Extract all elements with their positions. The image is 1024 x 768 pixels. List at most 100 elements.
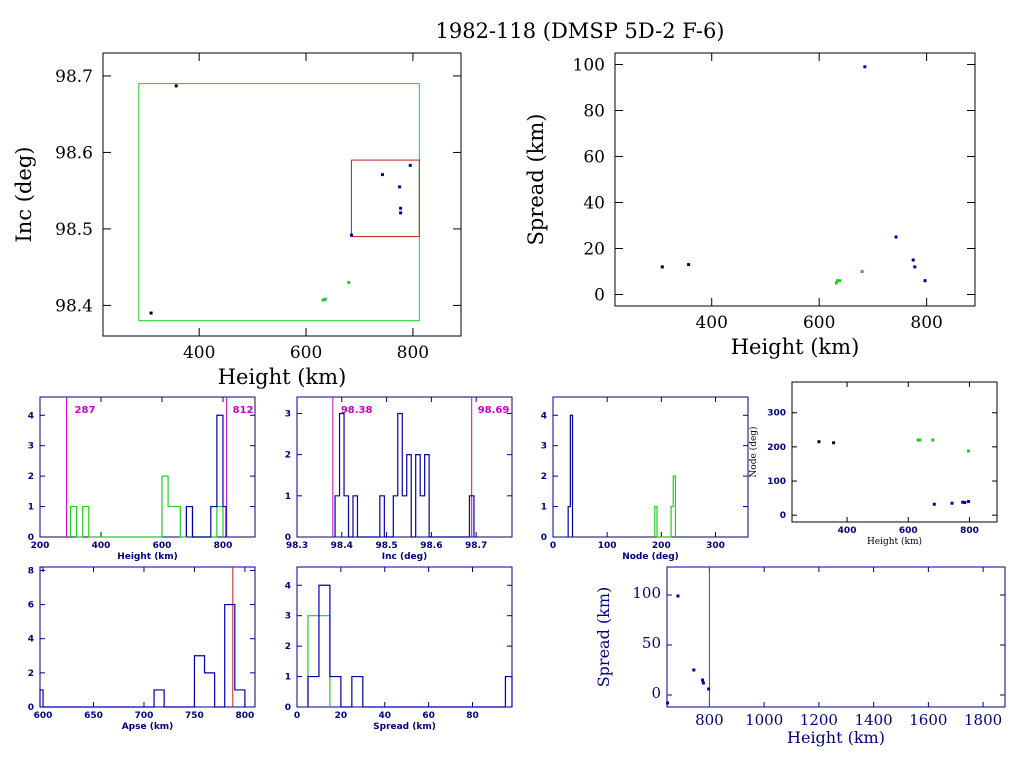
y-axis-label: Spread (km) (594, 587, 613, 688)
x-tick-label: 1000 (745, 711, 783, 729)
x-tick-label: 98.6 (420, 541, 442, 551)
y-tick-label: 4 (28, 635, 34, 645)
red-box (350, 159, 420, 238)
x-tick-label: 600 (899, 526, 918, 536)
plot-frame (39, 566, 256, 708)
y-tick-label: 200 (767, 443, 786, 453)
blue-histogram (39, 603, 246, 708)
y-tick-label: 80 (583, 102, 605, 122)
data-point (701, 681, 705, 685)
y-tick-label: 60 (583, 148, 605, 168)
x-tick-label: 800 (695, 711, 724, 729)
data-point (399, 206, 403, 210)
data-point (349, 233, 353, 237)
x-tick-label: 800 (214, 541, 233, 551)
x-tick-label: 20 (335, 711, 348, 721)
y-tick-label: 0 (285, 703, 291, 713)
y-tick-label: 3 (285, 409, 291, 419)
y-tick-label: 4 (541, 411, 547, 421)
x-tick-label: 98.5 (375, 541, 397, 551)
blue-histogram (567, 414, 574, 537)
x-tick-label: 800 (397, 343, 429, 363)
x-tick-label: 98.4 (331, 541, 353, 551)
plot-frame (791, 381, 998, 523)
y-tick-label: 0 (780, 511, 786, 521)
x-tick-label: 60 (422, 711, 435, 721)
x-tick-label: 600 (34, 711, 53, 721)
y-axis-label: Inc (deg) (12, 147, 36, 243)
vline-label: 98.38 (341, 405, 373, 416)
y-tick-label: 3 (28, 442, 34, 452)
data-point (408, 163, 412, 167)
y-tick-label: 1 (285, 492, 291, 502)
x-axis-label: Height (km) (867, 536, 922, 547)
x-tick-label: 700 (135, 711, 154, 721)
x-tick-label: 800 (910, 313, 942, 333)
y-tick-label: 1 (285, 673, 291, 683)
plot-frame (296, 566, 513, 708)
x-tick-label: 1400 (855, 711, 893, 729)
y-tick-label: 3 (541, 442, 547, 452)
y-tick-label: 0 (28, 533, 34, 543)
x-tick-label: 200 (31, 541, 50, 551)
data-point (916, 438, 920, 442)
x-tick-label: 750 (185, 711, 204, 721)
data-point (666, 701, 670, 705)
y-tick-label: 50 (642, 634, 661, 652)
x-tick-label: 300 (706, 541, 725, 551)
data-point (398, 185, 402, 189)
y-tick-label: 0 (541, 533, 547, 543)
data-point (950, 501, 954, 505)
data-point (174, 84, 178, 88)
y-axis-label: Spread (km) (524, 114, 548, 246)
chart-hist_height: 200 400 600 800 0 1 2 3 4 Height (km) 287 812 (28, 396, 256, 562)
y-tick-label: 100 (767, 477, 786, 487)
data-point (963, 501, 967, 505)
x-tick-label: 650 (84, 711, 103, 721)
y-tick-label: 98.4 (55, 296, 93, 316)
x-tick-label: 400 (183, 343, 215, 363)
x-tick-label: 400 (838, 526, 857, 536)
chart-inc_vs_height: 400 600 800 98.4 98.5 98.6 98.7 Height (km) Inc … (12, 52, 462, 389)
x-axis-label: Apse (km) (122, 722, 174, 732)
y-tick-label: 0 (28, 703, 34, 713)
x-axis-label: Height (km) (731, 335, 860, 359)
y-tick-label: 98.5 (55, 220, 93, 240)
data-point (918, 438, 922, 442)
data-point (863, 65, 867, 69)
data-point (967, 449, 971, 453)
green-histogram (69, 475, 224, 538)
x-tick-label: 600 (290, 343, 322, 363)
data-point (838, 279, 842, 283)
x-axis-label: Height (km) (218, 365, 347, 389)
data-point (323, 297, 327, 301)
data-point (931, 438, 935, 442)
data-point (911, 258, 915, 262)
vline-label: 287 (75, 405, 96, 416)
x-tick-label: 200 (652, 541, 671, 551)
data-point (399, 211, 403, 215)
y-tick-label: 1 (28, 503, 34, 513)
chart-spread_vs_height: 400 600 800 0 20 40 60 80 100 Height (km) Spread (… (524, 52, 976, 359)
data-point (932, 502, 936, 506)
x-tick-label: 100 (598, 541, 617, 551)
data-point (676, 594, 680, 598)
x-axis-label: Height (km) (117, 552, 178, 562)
x-tick-label: 98.7 (465, 541, 487, 551)
y-tick-label: 6 (28, 601, 34, 611)
plot-frame (552, 396, 749, 538)
vline-label: 98.69 (478, 405, 510, 416)
y-tick-label: 0 (594, 286, 605, 306)
y-tick-label: 40 (583, 194, 605, 214)
chart-node_vs_height: 400 600 800 0 100 200 300 Height (km) Node (deg) (748, 381, 998, 547)
data-point (380, 173, 384, 177)
x-tick-label: 1200 (800, 711, 838, 729)
data-point (687, 263, 691, 267)
y-tick-label: 4 (285, 581, 291, 591)
data-point (660, 265, 664, 269)
y-tick-label: 0 (651, 684, 661, 702)
data-point (860, 270, 864, 273)
vline-label: 812 (233, 405, 254, 416)
